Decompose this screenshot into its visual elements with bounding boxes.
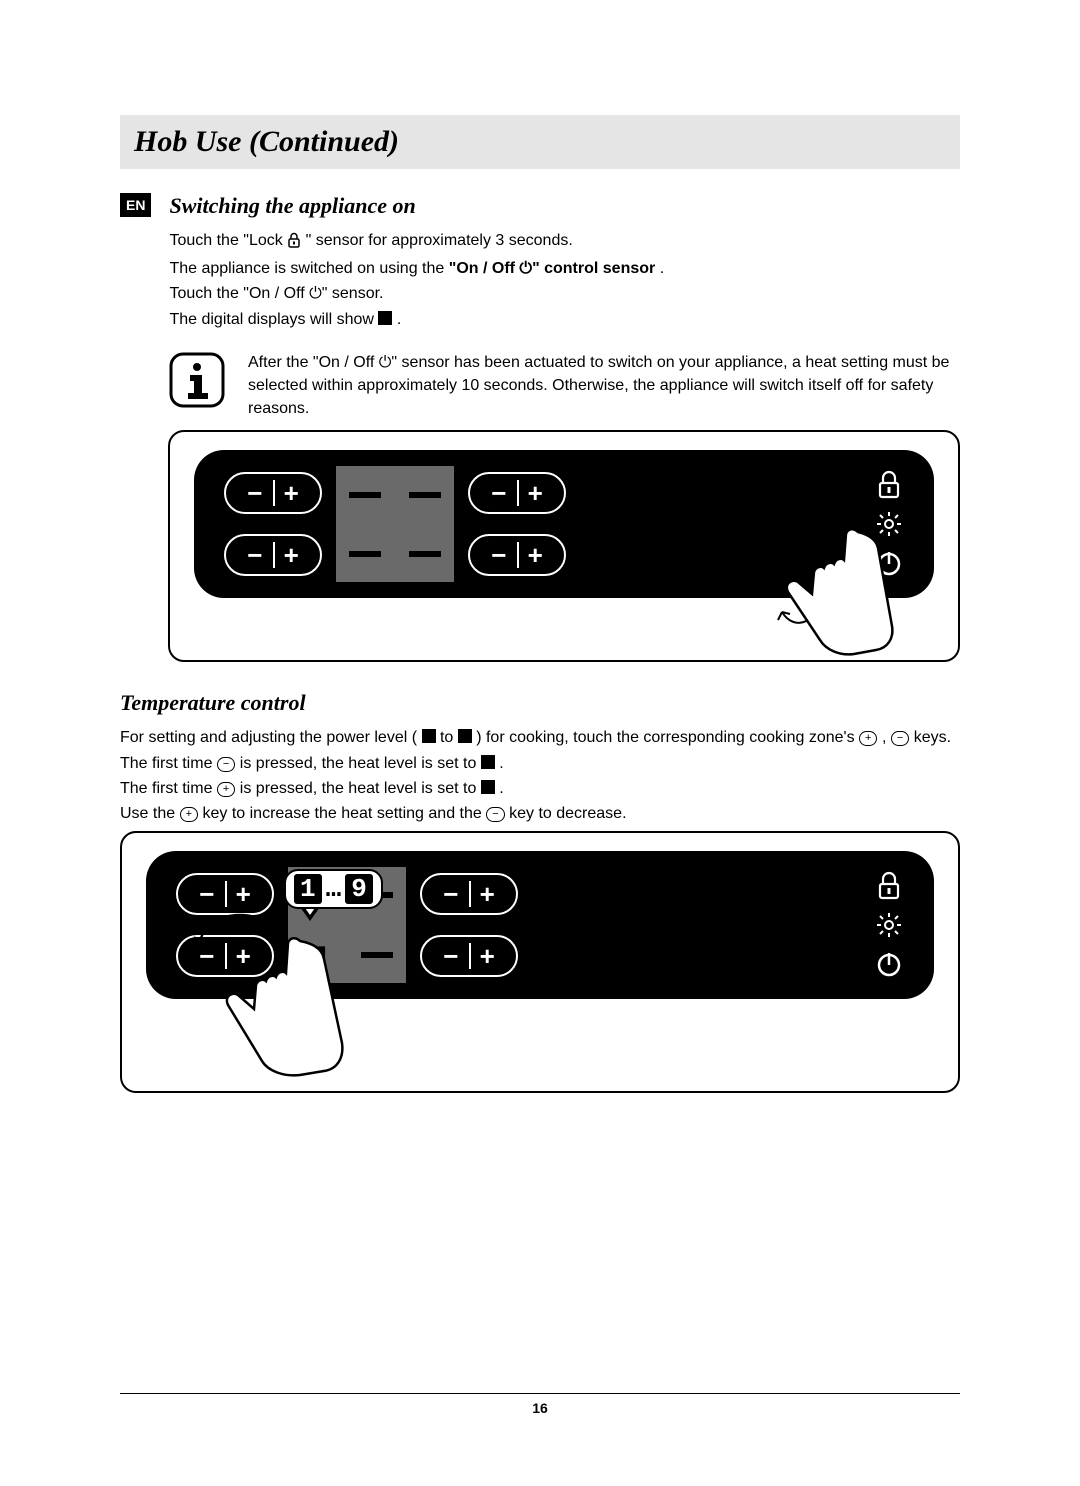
display-placeholder-icon [378, 311, 392, 325]
panel-illustration-1: −+ −+ −+ −+ [168, 430, 960, 662]
seg-dash [409, 551, 441, 557]
text: . [660, 260, 664, 277]
body-text-2: For setting and adjusting the power leve… [120, 726, 960, 825]
subheading-switching-on: Switching the appliance on [169, 193, 960, 219]
text-bold: "On / Off ⏻" control sensor [449, 260, 656, 277]
brightness-icon [875, 911, 903, 939]
ellipsis: … [326, 874, 342, 904]
text: . [397, 311, 401, 328]
text: . [499, 755, 503, 772]
plus-sign: + [236, 881, 251, 907]
hand-pointer-icon [768, 522, 928, 662]
text: to [440, 729, 458, 746]
minus-sign: − [491, 480, 506, 506]
text: key to decrease. [509, 805, 626, 822]
lock-icon [287, 232, 301, 255]
plus-key-icon: + [180, 807, 198, 822]
minus-sign: − [247, 480, 262, 506]
text: key to increase the heat setting and the [202, 805, 486, 822]
level-9-chip: 9 [345, 874, 373, 904]
text: ) for cooking, touch the corresponding c… [476, 729, 859, 746]
info-text: After the "On / Off ⏻" sensor has been a… [248, 351, 960, 421]
display-grid [336, 466, 454, 582]
text: Touch the "Lock [169, 232, 287, 249]
text: The appliance is switched on using the [169, 260, 448, 277]
minus-plus-control: −+ [420, 873, 518, 915]
text: Touch the "On / Off ⏻" sensor. [169, 282, 960, 305]
panel-illustration-2: −+ −+ ⊐ −+ −+ [120, 831, 960, 1093]
lock-icon [876, 470, 902, 500]
info-icon [168, 351, 226, 409]
level-1-chip: 1 [294, 874, 322, 904]
minus-sign: − [491, 542, 506, 568]
text: keys. [914, 729, 951, 746]
plus-sign: + [528, 480, 543, 506]
plus-key-icon: + [217, 782, 235, 797]
level-icon [481, 780, 495, 794]
power-icon [874, 949, 904, 979]
minus-sign: − [443, 943, 458, 969]
lang-badge: EN [120, 193, 151, 217]
text: For setting and adjusting the power leve… [120, 729, 422, 746]
section-switching-on: EN Switching the appliance on Touch the … [120, 193, 960, 333]
text: is pressed, the heat level is set to [240, 755, 481, 772]
plus-sign: + [480, 881, 495, 907]
text: is pressed, the heat level is set to [240, 780, 481, 797]
plus-key-icon: + [859, 731, 877, 746]
minus-key-icon: − [486, 807, 504, 822]
lock-icon [876, 871, 902, 901]
minus-sign: − [247, 542, 262, 568]
plus-sign: + [480, 943, 495, 969]
info-callout: After the "On / Off ⏻" sensor has been a… [168, 351, 960, 421]
text: The first time [120, 780, 217, 797]
plus-sign: + [528, 542, 543, 568]
text: . [499, 780, 503, 797]
seg-dash [349, 551, 381, 557]
body-text-1: Touch the "Lock " sensor for approximate… [169, 229, 960, 331]
minus-plus-control: −+ [224, 534, 322, 576]
level-range-bubble: 1 … 9 [284, 869, 383, 909]
minus-plus-control: −+ [468, 534, 566, 576]
seg-dash [409, 492, 441, 498]
plus-sign: + [284, 480, 299, 506]
minus-plus-control: −+ [420, 935, 518, 977]
minus-sign: − [443, 881, 458, 907]
text: , [882, 729, 891, 746]
plus-sign: + [284, 542, 299, 568]
page-title: Hob Use (Continued) [134, 125, 399, 158]
page-footer: 16 [120, 1393, 960, 1416]
minus-key-icon: − [891, 731, 909, 746]
seg-dash [349, 492, 381, 498]
minus-sign: − [199, 881, 214, 907]
text: " sensor for approximately 3 seconds. [306, 232, 573, 249]
minus-plus-control: −+ [468, 472, 566, 514]
title-bar: Hob Use (Continued) [120, 115, 960, 169]
text: Use the [120, 805, 180, 822]
arc-arrow-icon [180, 905, 300, 965]
minus-plus-control: −+ [224, 472, 322, 514]
text: The first time [120, 755, 217, 772]
minus-key-icon: − [217, 757, 235, 772]
text: The digital displays will show [169, 311, 378, 328]
bubble-tail-icon [300, 907, 320, 921]
page-number: 16 [532, 1400, 548, 1416]
level-low-icon [422, 729, 436, 743]
level-icon [481, 755, 495, 769]
level-high-icon [458, 729, 472, 743]
lang-badge-text: EN [120, 193, 151, 217]
subheading-temperature: Temperature control [120, 690, 960, 716]
